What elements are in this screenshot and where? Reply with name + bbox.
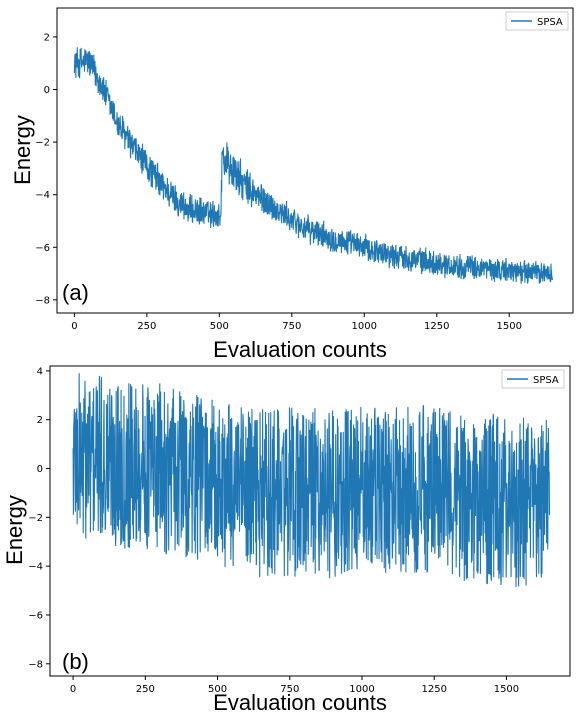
legend-box	[505, 11, 569, 31]
x-tick-label: 750	[282, 321, 301, 332]
panel-label: (b)	[62, 649, 89, 674]
y-tick-label: −8	[35, 295, 50, 306]
y-tick-label: 2	[44, 32, 50, 43]
y-tick-label: 0	[44, 85, 50, 96]
plot-area-frame	[49, 365, 571, 677]
x-tick-label: 500	[208, 684, 227, 695]
y-axis-label: Energy	[2, 495, 27, 565]
x-tick-label: 1000	[352, 321, 377, 332]
x-tick-label: 1500	[496, 321, 521, 332]
y-tick-label: −6	[28, 610, 43, 621]
y-tick-label: −4	[35, 190, 50, 201]
x-tick-label: 1250	[424, 321, 449, 332]
x-ticks: 0 250 500 750 1000 1250 1500	[71, 313, 522, 332]
x-axis-label: Evaluation counts	[213, 337, 387, 362]
y-tick-label: 0	[37, 464, 43, 475]
y-tick-label: −2	[35, 138, 50, 149]
panel-b: 0 250 500 750 1000 1250 1500 420−2−4−6−8 SPSA …	[2, 365, 571, 714]
plot-area-frame	[56, 7, 574, 314]
legend: SPSA	[501, 369, 565, 389]
x-tick-label: 250	[137, 321, 156, 332]
x-tick-label: 0	[71, 321, 77, 332]
y-tick-label: −6	[35, 243, 50, 254]
series-line-spsa	[73, 47, 553, 284]
x-axis-label: Evaluation counts	[213, 690, 387, 714]
x-tick-label: 500	[210, 321, 229, 332]
x-tick-label: 750	[280, 684, 299, 695]
legend-box	[501, 369, 565, 389]
x-ticks: 0 250 500 750 1000 1250 1500	[70, 676, 519, 695]
x-tick-label: 1500	[494, 684, 519, 695]
legend-label: SPSA	[533, 375, 559, 386]
legend: SPSA	[505, 11, 569, 31]
y-tick-label: 4	[37, 366, 43, 377]
y-tick-label: −2	[28, 513, 43, 524]
panel-label: (a)	[62, 280, 89, 305]
panel-a: 0 250 500 750 1000 1250 1500 2 0 −2 −4 −6 −8 SPSA (…	[10, 7, 574, 362]
y-axis-label: Energy	[10, 115, 35, 185]
series-line-spsa	[72, 373, 551, 588]
legend-label: SPSA	[537, 17, 563, 28]
y-ticks: 2 0 −2 −4 −6 −8	[35, 32, 57, 306]
y-tick-label: −8	[28, 659, 43, 670]
y-tick-label: −4	[28, 562, 43, 573]
y-tick-label: 2	[37, 415, 43, 426]
x-tick-label: 250	[136, 684, 155, 695]
x-tick-label: 0	[70, 684, 76, 695]
x-tick-label: 1000	[349, 684, 374, 695]
y-ticks: 4 2 0 −2 −4 −6 −8	[28, 366, 50, 670]
x-tick-label: 1250	[421, 684, 446, 695]
